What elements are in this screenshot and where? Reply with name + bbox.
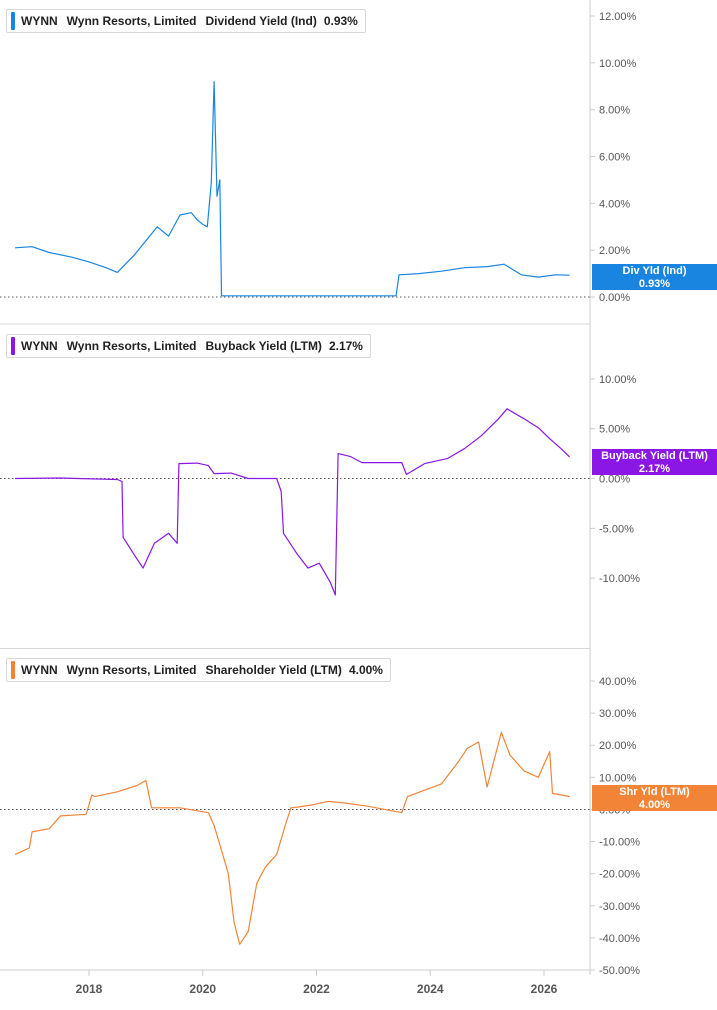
y-tick-label: 10.00%	[599, 58, 637, 70]
series-line	[15, 80, 570, 297]
tag-label: Buyback Yield (LTM)	[601, 450, 708, 462]
y-tick-label: -10.00%	[599, 837, 640, 849]
legend-shareholder-yield[interactable]: WYNN Wynn Resorts, Limited Shareholder Y…	[6, 658, 391, 682]
legend-swatch-icon	[11, 661, 15, 679]
last-value-tag-shareholder: Shr Yld (LTM) 4.00%	[592, 785, 717, 811]
legend-company: Wynn Resorts, Limited	[66, 14, 197, 28]
legend-ticker: WYNN	[21, 663, 58, 677]
y-tick-label: 30.00%	[599, 708, 637, 720]
y-tick-label: 10.00%	[599, 374, 637, 386]
y-tick-label: -20.00%	[599, 869, 640, 881]
legend-metric: Dividend Yield (Ind)	[205, 14, 317, 28]
legend-ticker: WYNN	[21, 339, 58, 353]
tag-value: 4.00%	[638, 798, 671, 811]
series-line	[14, 731, 570, 945]
y-tick-label: 10.00%	[599, 772, 637, 784]
legend-buyback-yield[interactable]: WYNN Wynn Resorts, Limited Buyback Yield…	[6, 334, 371, 358]
legend-swatch-icon	[11, 12, 15, 30]
legend-company: Wynn Resorts, Limited	[66, 663, 197, 677]
y-tick-label: 2.00%	[599, 245, 630, 257]
legend-value: 0.93%	[323, 14, 358, 28]
tag-value: 0.93%	[638, 277, 671, 290]
legend-ticker: WYNN	[21, 14, 58, 28]
last-value-tag-dividend: Div Yld (Ind) 0.93%	[592, 264, 717, 290]
y-tick-label: -50.00%	[599, 965, 640, 977]
x-tick-label: 2026	[531, 982, 558, 996]
x-tick-label: 2018	[76, 982, 103, 996]
legend-metric: Buyback Yield (LTM)	[205, 339, 322, 353]
series-line	[15, 408, 571, 596]
y-tick-label: -30.00%	[599, 901, 640, 913]
y-tick-label: 6.00%	[599, 152, 630, 164]
y-tick-label: -40.00%	[599, 933, 640, 945]
x-tick-label: 2020	[189, 982, 216, 996]
tag-value: 2.17%	[638, 462, 671, 475]
x-tick-label: 2024	[417, 982, 444, 996]
y-tick-label: 4.00%	[599, 198, 630, 210]
tag-label: Shr Yld (LTM)	[619, 786, 690, 798]
y-tick-label: -5.00%	[599, 523, 634, 535]
y-tick-label: 0.00%	[599, 474, 630, 486]
legend-company: Wynn Resorts, Limited	[66, 339, 197, 353]
last-value-tag-buyback: Buyback Yield (LTM) 2.17%	[592, 449, 717, 475]
legend-swatch-icon	[11, 337, 15, 355]
y-tick-label: 8.00%	[599, 105, 630, 117]
legend-value: 4.00%	[348, 663, 383, 677]
y-tick-label: 5.00%	[599, 424, 630, 436]
legend-dividend-yield[interactable]: WYNN Wynn Resorts, Limited Dividend Yiel…	[6, 9, 366, 33]
tag-label: Div Yld (Ind)	[622, 265, 687, 277]
x-tick-label: 2022	[303, 982, 330, 996]
legend-metric: Shareholder Yield (LTM)	[205, 663, 342, 677]
y-tick-label: -10.00%	[599, 573, 640, 585]
legend-value: 2.17%	[328, 339, 363, 353]
y-tick-label: 0.00%	[599, 292, 630, 304]
y-tick-label: 12.00%	[599, 11, 637, 23]
y-tick-label: 20.00%	[599, 740, 637, 752]
y-tick-label: 40.00%	[599, 676, 637, 688]
